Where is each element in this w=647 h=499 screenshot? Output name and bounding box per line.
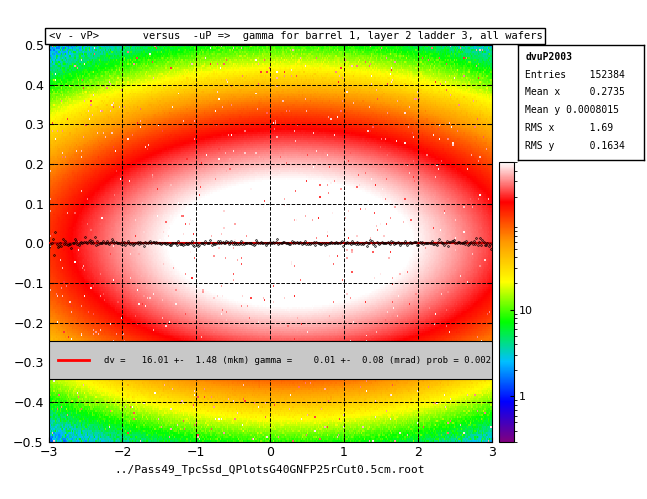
Text: RMS y      0.1634: RMS y 0.1634: [525, 141, 625, 151]
Text: dvuP2003: dvuP2003: [525, 52, 572, 62]
Text: <v - vP>       versus  -uP =>  gamma for barrel 1, layer 2 ladder 3, all wafers: <v - vP> versus -uP => gamma for barrel …: [49, 31, 542, 41]
Text: Mean y 0.0008015: Mean y 0.0008015: [525, 105, 619, 115]
Text: 0: 0: [549, 151, 556, 161]
Text: dv =   16.01 +-  1.48 (mkm) gamma =    0.01 +-  0.08 (mrad) prob = 0.002: dv = 16.01 +- 1.48 (mkm) gamma = 0.01 +-…: [104, 356, 491, 365]
Text: Entries    152384: Entries 152384: [525, 69, 625, 79]
Bar: [49, 341, 492, 379]
Text: RMS x      1.69: RMS x 1.69: [525, 123, 613, 133]
X-axis label: ../Pass49_TpcSsd_QPlotsG40GNFP25rCut0.5cm.root: ../Pass49_TpcSsd_QPlotsG40GNFP25rCut0.5c…: [115, 464, 425, 475]
Text: Mean x     0.2735: Mean x 0.2735: [525, 87, 625, 97]
